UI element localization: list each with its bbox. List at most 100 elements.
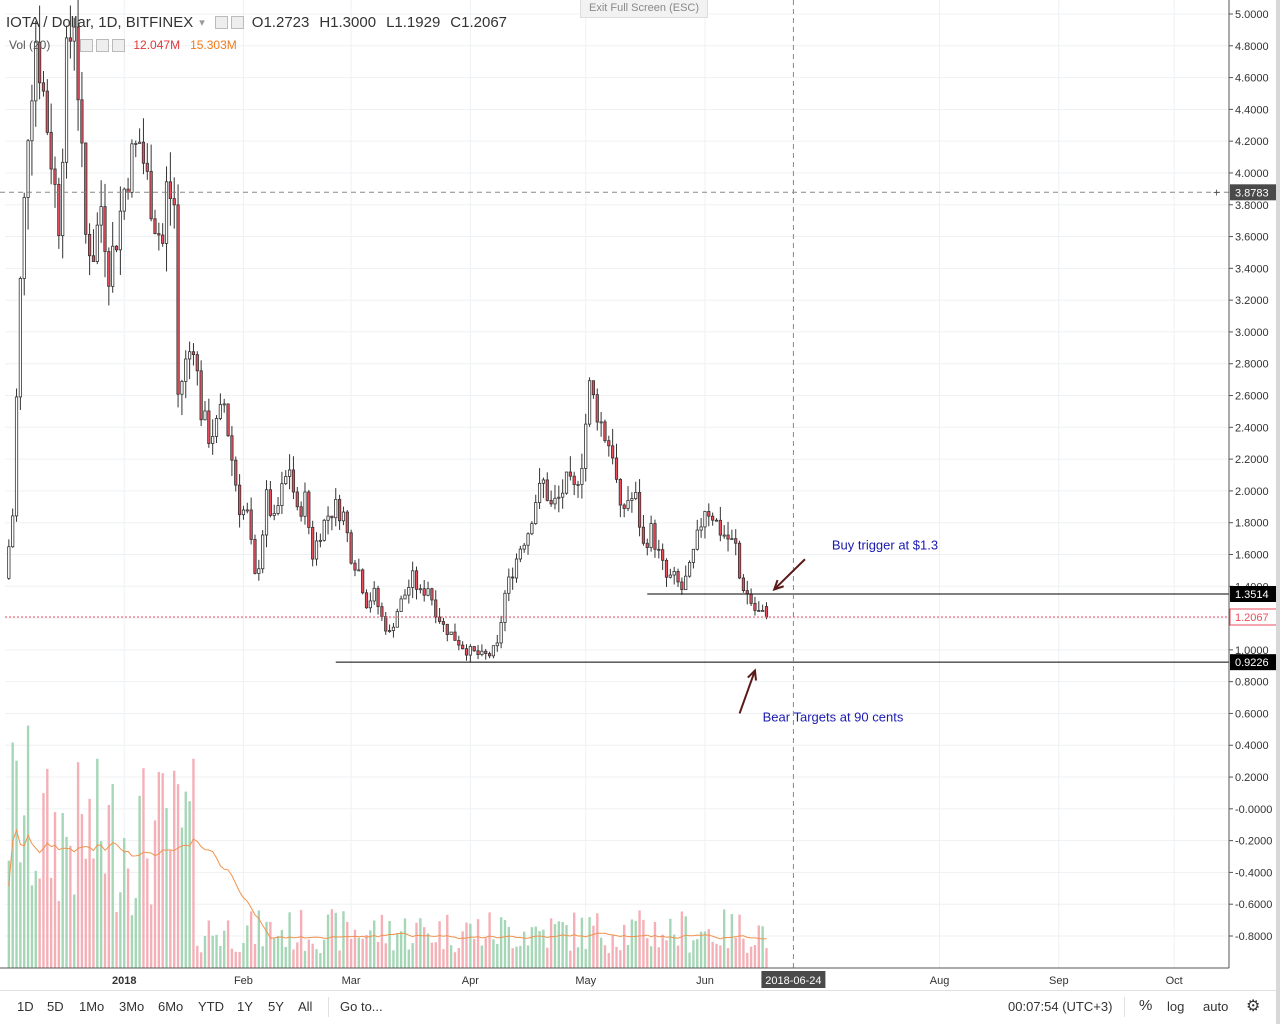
goto-button[interactable]: Go to...	[340, 999, 383, 1014]
range-1mo[interactable]: 1Mo	[79, 999, 105, 1014]
volume-bar	[346, 921, 349, 968]
exit-fullscreen-button[interactable]: Exit Full Screen (ESC)	[580, 0, 708, 18]
candle-body	[714, 519, 719, 522]
legend-controls[interactable]	[214, 16, 244, 29]
range-1y[interactable]: 1Y	[237, 999, 253, 1014]
range-5d[interactable]: 5D	[47, 999, 64, 1014]
volume-bar	[307, 939, 311, 968]
range-3mo[interactable]: 3Mo	[119, 999, 145, 1014]
volume-bar	[234, 951, 237, 968]
volume-bar	[130, 915, 134, 968]
volume-bar	[688, 952, 691, 968]
candle-body	[611, 445, 615, 459]
chevron-down-icon[interactable]: ▾	[199, 17, 205, 29]
candle-body	[691, 548, 696, 563]
candle-body	[749, 593, 753, 604]
volume-bar	[653, 921, 657, 968]
y-tick-label: 4.4000	[1235, 104, 1269, 116]
volume-bar	[357, 937, 361, 968]
candle-body	[45, 90, 49, 133]
candle-body	[357, 569, 361, 572]
candle-body	[607, 440, 611, 447]
bottom-toolbar: 1D 5D 1Mo 3Mo 6Mo YTD 1Y 5Y All Go to...…	[0, 990, 1280, 1025]
candle-body	[522, 544, 526, 550]
volume-bar	[303, 950, 307, 968]
candle-body	[495, 642, 499, 647]
range-5y[interactable]: 5Y	[268, 999, 284, 1014]
candle-body	[207, 410, 211, 444]
candle-body	[387, 630, 392, 632]
volume-bar	[38, 878, 41, 968]
volume-bar	[99, 841, 103, 968]
clock[interactable]: 00:07:54 (UTC+3)	[1008, 999, 1113, 1014]
volume-bar	[342, 911, 345, 968]
volume-bar	[396, 933, 399, 968]
percent-toggle[interactable]: %	[1139, 997, 1153, 1014]
volume-bar	[338, 950, 341, 968]
candle-body	[84, 142, 88, 235]
volume-bar	[615, 946, 618, 968]
candle-body	[53, 168, 57, 185]
volume-bar	[757, 925, 760, 968]
volume-bar	[157, 772, 161, 968]
candle-body	[461, 644, 465, 650]
volume-bar	[480, 945, 484, 968]
volume-bar	[107, 804, 111, 968]
volume-bar	[426, 933, 430, 968]
volume-bar	[84, 858, 87, 968]
candle-body	[234, 459, 238, 486]
volume-bar	[223, 930, 226, 968]
volume-label[interactable]: Vol (20)	[9, 38, 51, 52]
candle-body	[399, 598, 403, 612]
candle-body	[707, 511, 711, 517]
candle-body	[91, 255, 96, 262]
candle-body	[426, 588, 430, 596]
candle-body	[61, 161, 65, 237]
log-toggle[interactable]: log	[1167, 999, 1185, 1014]
candle-body	[584, 423, 588, 469]
range-6mo[interactable]: 6Mo	[158, 999, 184, 1014]
auto-toggle[interactable]: auto	[1203, 999, 1229, 1014]
volume-legend-controls[interactable]	[80, 38, 126, 52]
y-tick-label: 5.0000	[1235, 9, 1269, 21]
y-tick-label: 2.0000	[1235, 486, 1269, 498]
volume-bar	[138, 795, 141, 968]
volume-bar	[373, 920, 376, 968]
candle-body	[684, 575, 688, 591]
y-tick-label: 2.2000	[1235, 454, 1269, 466]
candle-body	[134, 142, 138, 145]
candle-body	[703, 511, 707, 528]
x-tick-label: Oct	[1166, 975, 1183, 987]
range-ytd[interactable]: YTD	[198, 999, 224, 1014]
candle-body	[699, 526, 703, 531]
price-chart[interactable]: + Buy trigger at $1.3 Bear Targets at 90 c…	[0, 0, 1280, 990]
y-tick-label: 2.8000	[1235, 359, 1269, 371]
candle-body	[338, 499, 342, 522]
volume-bar	[465, 922, 468, 968]
volume-bar	[15, 760, 18, 968]
candle-body	[511, 576, 515, 579]
candle-body	[326, 515, 330, 521]
volume-bar	[30, 885, 34, 968]
volume-bar	[511, 948, 514, 968]
range-1d[interactable]: 1D	[17, 999, 34, 1014]
symbol-title[interactable]: IOTA / Dollar, 1D, BITFINEX	[6, 14, 194, 31]
y-tick-label: 3.8000	[1235, 200, 1269, 212]
y-tick-label: 2.6000	[1235, 391, 1269, 403]
candle-body	[341, 511, 346, 522]
candle-body	[318, 539, 322, 542]
volume-bar	[665, 940, 668, 968]
chart-grid	[5, 0, 1229, 968]
volume-bar	[273, 938, 276, 968]
candle-body	[618, 478, 622, 506]
price-label: 0.9226	[1235, 657, 1269, 669]
annotation-arrow	[738, 670, 756, 714]
candle-body	[268, 489, 272, 516]
candle-body	[637, 492, 642, 528]
annotation-text: Buy trigger at $1.3	[832, 538, 938, 553]
range-all[interactable]: All	[298, 999, 313, 1014]
candle-body	[261, 534, 265, 570]
volume-bar	[419, 918, 422, 968]
volume-bar	[619, 950, 622, 968]
gear-icon[interactable]: ⚙	[1246, 998, 1261, 1015]
